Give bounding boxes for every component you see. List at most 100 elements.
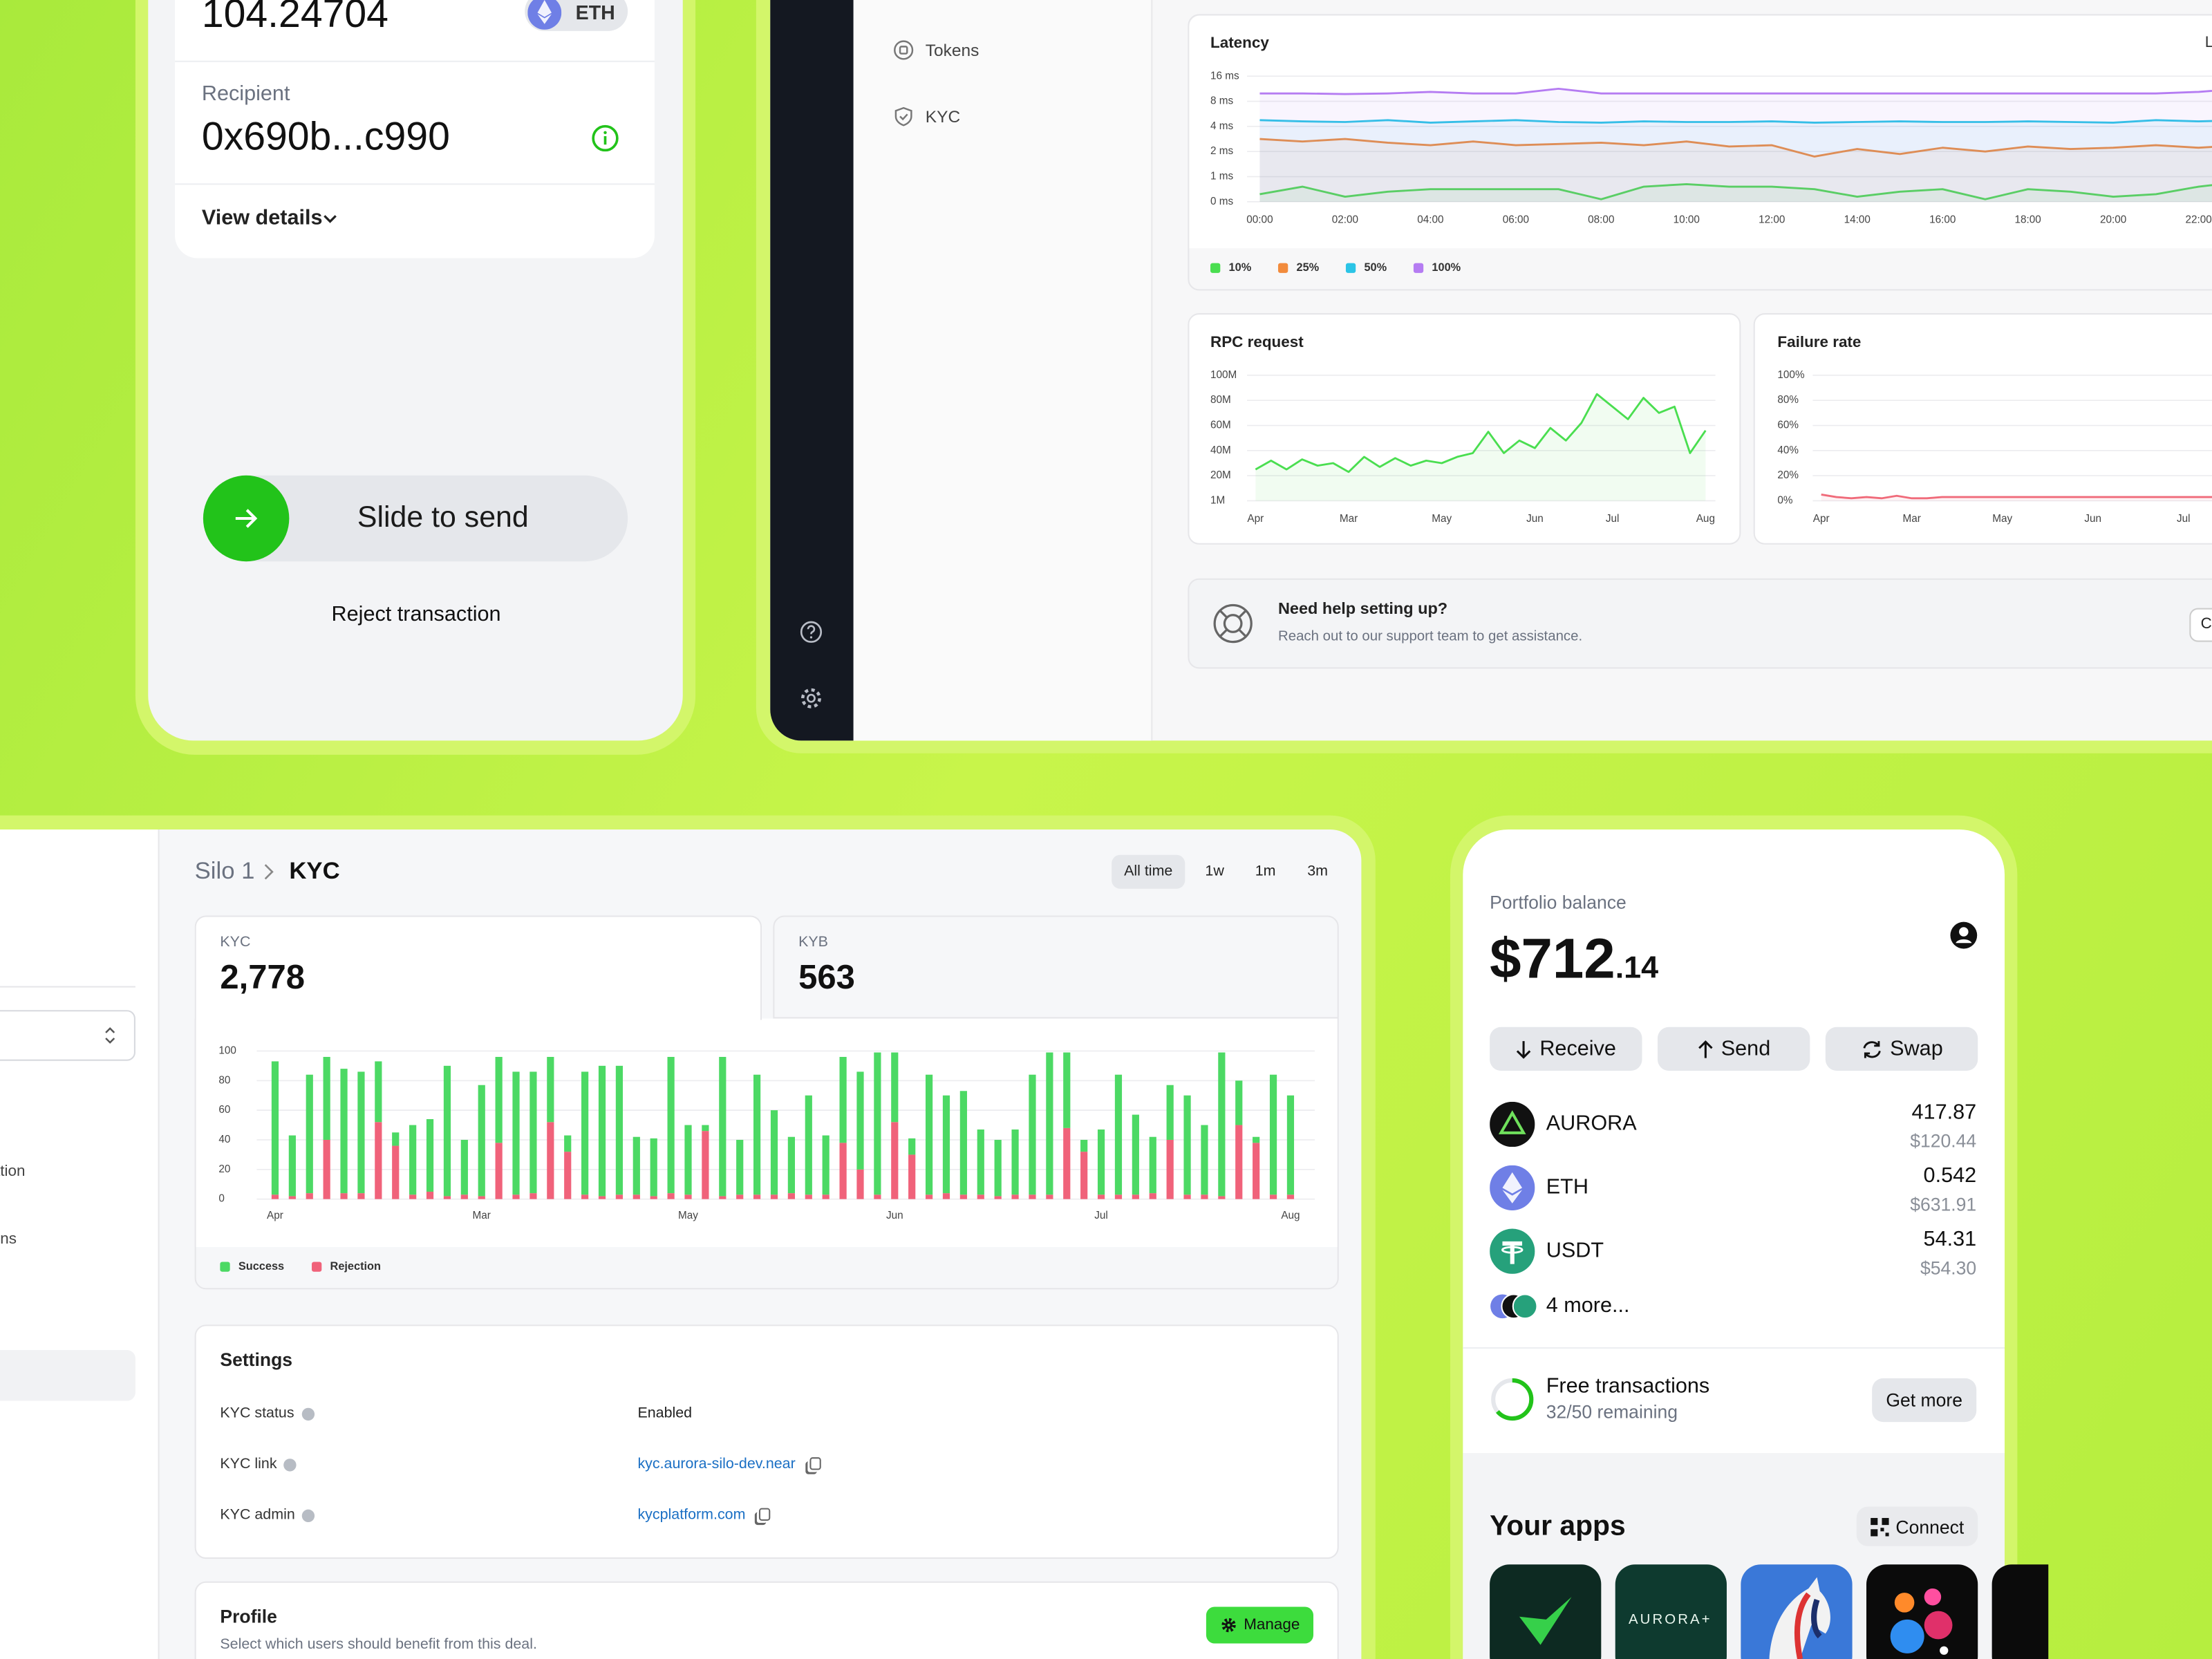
action-label[interactable]: Send	[1721, 1036, 1771, 1061]
chart-title: Latency	[1210, 34, 1269, 51]
x-tick-label: 20:00	[2100, 214, 2126, 225]
range-button[interactable]: 1m	[1255, 863, 1276, 880]
help-icon[interactable]	[798, 619, 824, 645]
app-tile[interactable]	[1991, 1564, 2049, 1659]
range-button[interactable]: All time	[1124, 863, 1173, 880]
send-button[interactable]: Send	[1657, 1027, 1810, 1071]
setting-value[interactable]: kyc.aurora-silo-dev.near	[637, 1455, 796, 1473]
bar	[392, 1132, 400, 1146]
breadcrumb[interactable]: Silo 1	[194, 857, 255, 885]
bar	[581, 1194, 589, 1199]
asset-usd: $631.91	[1910, 1193, 1977, 1215]
rpc-chart: RPC request 1M 20M 40M 60M 80M 100M Apr Mar May Ju…	[1210, 333, 1716, 525]
legend-label: 50%	[1364, 261, 1387, 274]
kyc-sidebar	[0, 829, 160, 1659]
bar	[1201, 1125, 1208, 1195]
balance: $712.14	[1490, 926, 1658, 993]
copy-icon[interactable]	[759, 1508, 771, 1521]
nav-item[interactable]: KYC	[925, 106, 961, 127]
bar	[753, 1074, 761, 1195]
bar	[564, 1152, 572, 1199]
divider	[0, 986, 135, 988]
manage-button[interactable]: Manage	[1206, 1606, 1313, 1644]
stat-card[interactable]	[194, 915, 762, 1020]
app-tile[interactable]	[1615, 1564, 1727, 1659]
y-tick-label: 20%	[1777, 469, 1799, 481]
bar	[667, 1056, 675, 1194]
line	[1259, 182, 2212, 200]
view-details[interactable]: View details	[201, 205, 323, 230]
bar	[684, 1194, 692, 1199]
stat-value: 2,778	[220, 958, 305, 997]
manage-label[interactable]: Manage	[1244, 1616, 1300, 1634]
sidebar-item[interactable]: ons	[0, 1230, 17, 1248]
settings-card	[194, 1324, 1339, 1559]
y-tick-label: 40	[218, 1134, 230, 1145]
x-tick-label: Jun	[2084, 513, 2101, 525]
bar	[495, 1056, 503, 1143]
bar	[650, 1138, 657, 1197]
select-box[interactable]	[0, 1010, 135, 1061]
nav-item[interactable]: Tokens	[925, 40, 980, 61]
down-arrow	[1517, 1040, 1532, 1058]
asset-usd: $120.44	[1910, 1130, 1977, 1152]
bar	[443, 1196, 451, 1199]
action-label[interactable]: Receive	[1539, 1036, 1616, 1061]
bar	[839, 1056, 847, 1143]
bar	[426, 1191, 434, 1199]
bar	[1011, 1194, 1019, 1199]
progress-ring	[1491, 1378, 1534, 1421]
info-icon	[283, 1458, 297, 1471]
range-button[interactable]: 1w	[1205, 863, 1224, 880]
get-more-button[interactable]: Get more	[1872, 1378, 1977, 1423]
connect-button[interactable]: Connect	[1856, 1506, 1978, 1546]
bar	[460, 1139, 468, 1195]
contact-button[interactable]	[2189, 608, 2212, 642]
setting-value: Enabled	[637, 1405, 693, 1422]
setting-value[interactable]: kycplatform.com	[637, 1506, 746, 1524]
legend-swatch	[1413, 263, 1424, 273]
bar	[632, 1194, 640, 1199]
receive-button[interactable]: Receive	[1490, 1027, 1642, 1071]
get-more-label[interactable]: Get more	[1886, 1389, 1962, 1411]
action-label[interactable]: Swap	[1890, 1036, 1943, 1061]
asset-amount: 417.87	[1911, 1100, 1977, 1125]
help-card	[1188, 578, 2212, 669]
bar	[702, 1125, 709, 1132]
range-button[interactable]: 3m	[1307, 863, 1329, 880]
bar	[1269, 1074, 1277, 1195]
asset-name: AURORA	[1546, 1112, 1637, 1136]
latency-chart: Latency 0 ms 1 ms 2 ms 4 ms 8 ms 16 ms 00:00 02:…	[1210, 34, 2212, 274]
info-icon	[301, 1407, 315, 1421]
asset-usd: $54.30	[1920, 1257, 1977, 1279]
info-icon	[301, 1508, 315, 1522]
recipient-label: Recipient	[201, 82, 290, 106]
divider	[175, 60, 655, 62]
failure-chart: Failure rate 0% 20% 40% 60% 80% 100% Apr Mar May J…	[1777, 333, 2212, 525]
x-tick-label: May	[1992, 513, 2012, 525]
bar	[667, 1193, 675, 1199]
profile-icon[interactable]	[1949, 921, 1978, 950]
connect-label[interactable]: Connect	[1895, 1515, 1965, 1537]
range-active[interactable]	[1112, 854, 1185, 889]
eth-icon	[1490, 1165, 1535, 1211]
help-text: Reach out to our support team to get ass…	[1277, 629, 1583, 645]
sidebar-active[interactable]	[0, 1350, 135, 1401]
stat-card[interactable]	[773, 915, 1339, 1019]
settings-icon[interactable]	[798, 686, 824, 711]
swap-button[interactable]: Swap	[1825, 1027, 1978, 1071]
sidebar-item[interactable]: ation	[0, 1163, 26, 1180]
bar	[908, 1154, 916, 1199]
x-tick-label: May	[1432, 513, 1452, 525]
bar	[736, 1139, 744, 1195]
bar	[856, 1071, 864, 1170]
asset-amount: 0.542	[1923, 1163, 1977, 1188]
x-tick-label: Jul	[2177, 513, 2191, 525]
app-tile[interactable]	[1490, 1564, 1602, 1659]
info-icon[interactable]	[591, 124, 619, 153]
contact-button-label[interactable]: C	[2200, 615, 2212, 633]
x-tick-label: Aug	[1281, 1210, 1300, 1221]
reject-transaction[interactable]: Reject transaction	[331, 602, 501, 627]
copy-icon[interactable]	[809, 1457, 821, 1470]
more-assets[interactable]: 4 more...	[1546, 1293, 1630, 1318]
